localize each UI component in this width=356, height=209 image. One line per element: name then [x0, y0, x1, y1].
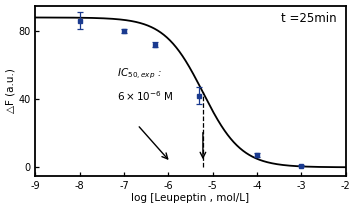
Y-axis label: △F (a.u.): △F (a.u.)	[6, 68, 16, 113]
Text: IC$_{50,\mathregular{exp}}$ :: IC$_{50,\mathregular{exp}}$ :	[117, 66, 162, 81]
Text: $6\times10^{-6}$ M: $6\times10^{-6}$ M	[117, 89, 174, 103]
Text: t =25min: t =25min	[281, 12, 336, 25]
X-axis label: log [Leupeptin , mol/L]: log [Leupeptin , mol/L]	[131, 194, 250, 203]
